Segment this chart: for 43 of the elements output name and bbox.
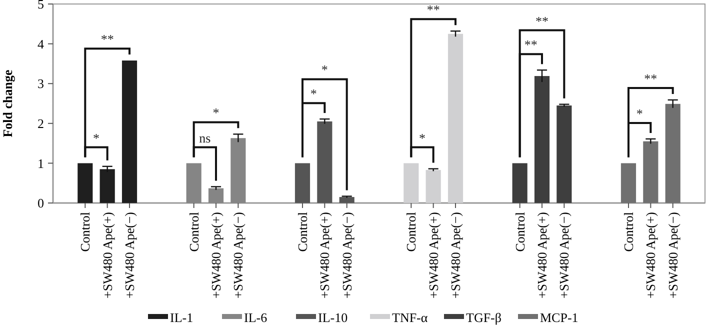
x-tick-label: +SW480 Ape(−): [448, 212, 464, 299]
x-tick-label: +SW480 Ape(−): [122, 212, 138, 299]
y-tick-label: 5: [38, 0, 44, 12]
legend-label: TGF-β: [466, 310, 502, 325]
annotation: *: [636, 106, 643, 121]
annotation: **: [644, 70, 658, 86]
x-tick-label: Control: [186, 212, 202, 252]
legend-label: IL-1: [170, 310, 194, 325]
x-tick-label: Control: [295, 212, 310, 252]
annotation: *: [321, 62, 328, 78]
y-tick-label: 3: [38, 76, 44, 92]
legend-label: IL-6: [244, 310, 268, 325]
y-tick-label: 4: [38, 36, 44, 52]
x-tick-label: +SW480 Ape(+): [426, 212, 441, 299]
x-tick-label: Control: [621, 212, 636, 252]
y-axis-title: Fold change: [0, 70, 15, 138]
x-tick-label: +SW480 Ape(−): [230, 212, 246, 299]
annotation: *: [212, 105, 220, 120]
legend-label: TNF-α: [392, 310, 428, 325]
x-tick-label: Control: [404, 212, 419, 252]
annotation: *: [92, 130, 100, 146]
x-tick-label: +SW480 Ape(+): [100, 212, 115, 299]
annotation: **: [100, 32, 114, 47]
x-tick-label: +SW480 Ape(−): [339, 212, 354, 299]
annotation: **: [426, 2, 440, 18]
annotation: *: [310, 86, 317, 102]
x-tick-label: +SW480 Ape(+): [534, 212, 550, 299]
x-tick-label: +SW480 Ape(−): [556, 212, 572, 299]
annotation: **: [536, 13, 548, 28]
x-tick-label: Control: [512, 212, 528, 252]
x-tick-label: +SW480 Ape(+): [643, 212, 658, 299]
y-tick-label: 1: [38, 156, 44, 171]
y-tick-label: 2: [38, 116, 44, 131]
annotation: **: [524, 37, 538, 52]
x-tick-label: +SW480 Ape(−): [665, 212, 680, 299]
y-tick-label: 0: [38, 196, 44, 211]
legend-label: IL-10: [318, 310, 348, 325]
annotation: ns: [199, 130, 211, 146]
x-tick-label: +SW480 Ape(+): [317, 212, 332, 299]
legend-label: MCP-1: [540, 310, 578, 325]
annotation: *: [418, 130, 426, 146]
x-tick-label: +SW480 Ape(+): [208, 212, 224, 299]
x-tick-label: Control: [78, 212, 93, 252]
